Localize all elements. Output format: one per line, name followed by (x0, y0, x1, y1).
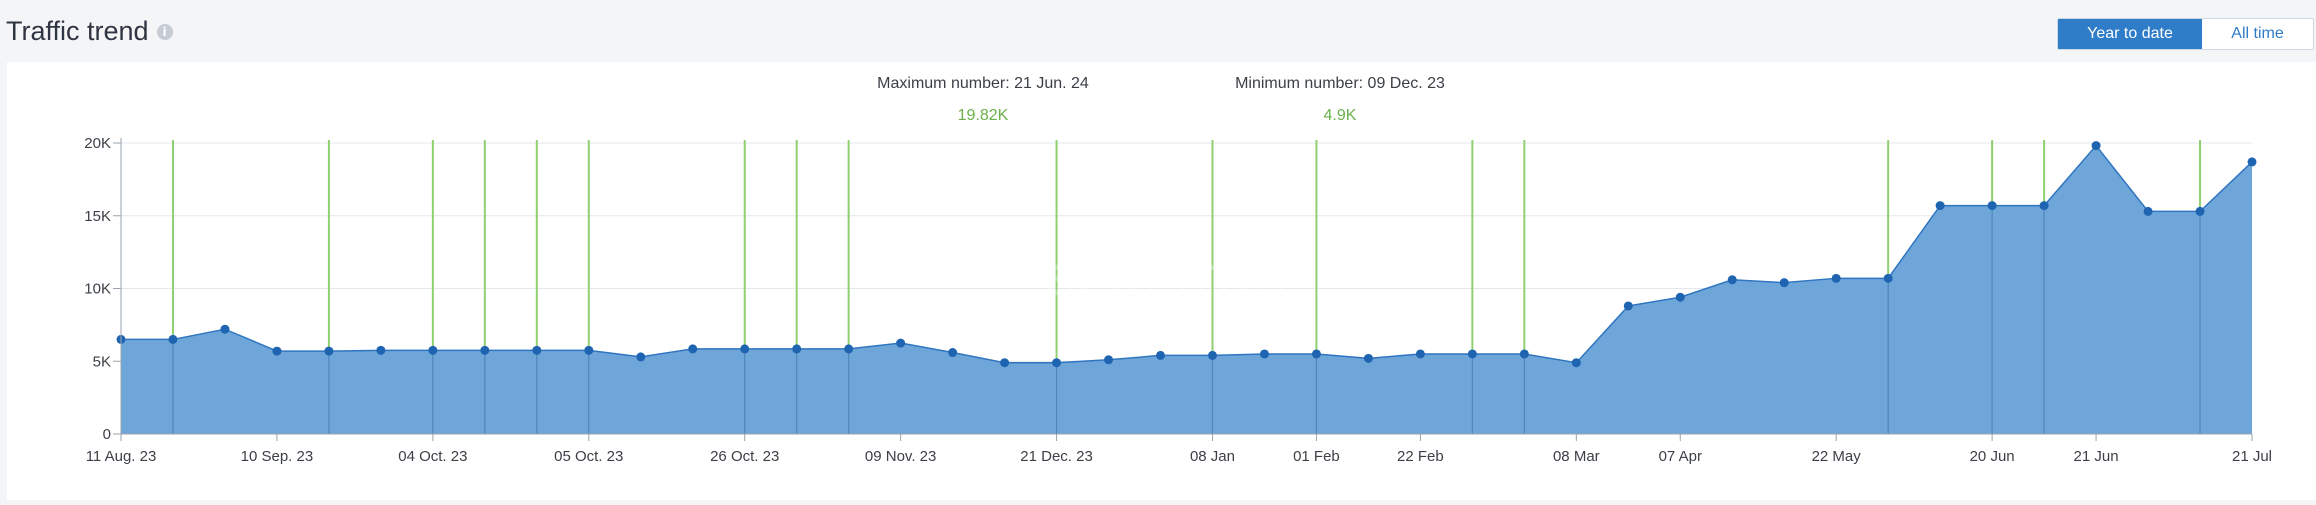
x-tick-label: 20 Jun (1970, 448, 2015, 465)
data-point (844, 344, 854, 354)
y-tick-label: 10K (84, 281, 111, 298)
title-group: Traffic trend i (6, 16, 173, 47)
min-value: 4.9K (1324, 107, 1357, 124)
data-point (2091, 141, 2101, 151)
traffic-chart: Maximum number: 21 Jun. 24 19.82K Minimu… (84, 75, 2272, 465)
data-point (1052, 358, 1062, 368)
data-point (1831, 273, 1841, 283)
data-point (1987, 201, 1997, 211)
data-point (636, 352, 646, 362)
header: Traffic trend i Year to date All time (0, 0, 2316, 62)
data-point (740, 344, 750, 354)
x-tick-label: 22 Feb (1397, 448, 1444, 465)
watermark: SERPSTAT (1046, 256, 1298, 305)
data-point (1000, 358, 1010, 368)
x-tick-label: 10 Sep. 23 (241, 448, 314, 465)
data-point (1311, 349, 1321, 359)
data-point (584, 345, 594, 355)
data-point (1207, 350, 1217, 360)
x-tick-label: 21 Dec. 23 (1020, 448, 1093, 465)
data-point (168, 334, 178, 344)
data-point (688, 344, 698, 354)
data-point (792, 344, 802, 354)
max-value: 19.82K (958, 107, 1009, 124)
data-point (376, 345, 386, 355)
data-point (1883, 273, 1893, 283)
data-point (1623, 301, 1633, 311)
y-tick-label: 15K (84, 208, 111, 225)
x-tick-label: 04 Oct. 23 (398, 448, 467, 465)
y-tick-label: 20K (84, 135, 111, 152)
x-tick-label: 09 Nov. 23 (865, 448, 936, 465)
x-tick-label: 08 Mar (1553, 448, 1600, 465)
year-to-date-button[interactable]: Year to date (2058, 19, 2202, 49)
y-tick-label: 5K (93, 353, 111, 370)
data-point (896, 338, 906, 348)
data-point (1727, 275, 1737, 285)
data-point (2247, 157, 2257, 167)
data-point (2195, 206, 2205, 216)
data-point (1415, 349, 1425, 359)
data-point (1104, 355, 1114, 365)
data-point (948, 348, 958, 358)
x-tick-label: 22 May (1812, 448, 1862, 465)
x-tick-label: 07 Apr (1659, 448, 1702, 465)
data-point (532, 345, 542, 355)
series-area (121, 145, 2252, 434)
page-title: Traffic trend (6, 16, 149, 46)
chart-panel: Maximum number: 21 Jun. 24 19.82K Minimu… (7, 62, 2316, 500)
x-tick-label: 26 Oct. 23 (710, 448, 779, 465)
series-line (121, 144, 2253, 364)
x-tick-label: 01 Feb (1293, 448, 1340, 465)
x-tick-label: 21 Jul (2232, 448, 2272, 465)
data-point (428, 345, 438, 355)
data-point (1467, 349, 1477, 359)
data-point (1363, 353, 1373, 363)
data-point (1779, 278, 1789, 288)
x-tick-label: 05 Oct. 23 (554, 448, 623, 465)
data-point (1519, 349, 1529, 359)
x-tick-label: 21 Jun (2074, 448, 2119, 465)
data-point (324, 346, 334, 356)
max-label: Maximum number: 21 Jun. 24 (877, 75, 1089, 92)
info-icon[interactable]: i (156, 23, 173, 40)
data-point (272, 346, 282, 356)
x-tick-label: 08 Jan (1190, 448, 1235, 465)
data-point (1935, 201, 1945, 211)
data-point (1156, 350, 1166, 360)
period-toggle: Year to date All time (2057, 18, 2314, 50)
min-label: Minimum number: 09 Dec. 23 (1235, 75, 1445, 92)
data-point (1675, 292, 1685, 302)
x-tick-label: 11 Aug. 23 (86, 448, 157, 465)
y-tick-label: 0 (103, 426, 111, 443)
all-time-button[interactable]: All time (2202, 19, 2313, 49)
data-point (220, 324, 230, 334)
data-point (480, 345, 490, 355)
data-point (2039, 201, 2049, 211)
data-point (1259, 349, 1269, 359)
data-point (2143, 206, 2153, 216)
data-point (1571, 358, 1581, 368)
